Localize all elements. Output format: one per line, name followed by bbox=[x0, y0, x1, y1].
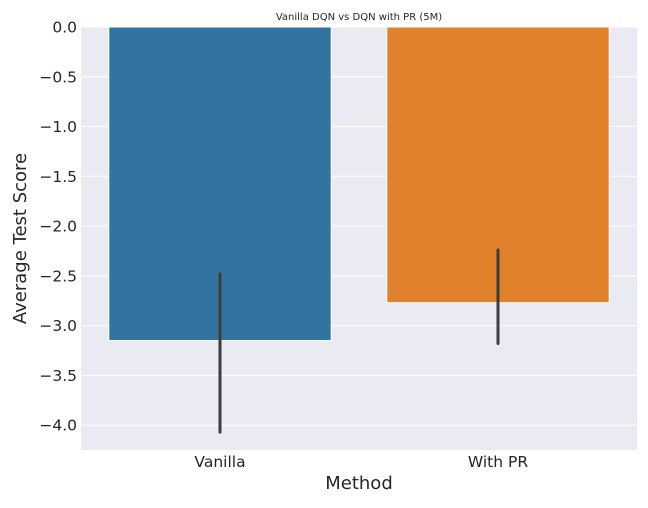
y-tick-labels: 0.0 −0.5 −1.0 −1.5 −2.0 −2.5 −3.0 −3.5 −4.0 bbox=[39, 19, 77, 435]
y-tick-label: −4.0 bbox=[39, 417, 77, 435]
error-bars bbox=[218, 248, 500, 434]
x-tick-labels: Vanilla With PR bbox=[194, 453, 528, 471]
y-tick-label: −1.0 bbox=[39, 118, 77, 136]
y-tick-label: −1.5 bbox=[39, 168, 77, 186]
chart-title: Vanilla DQN vs DQN with PR (5M) bbox=[276, 12, 442, 23]
x-tick-label: Vanilla bbox=[194, 453, 245, 471]
y-tick-label: −3.0 bbox=[39, 317, 77, 335]
x-axis-label: Method bbox=[325, 473, 393, 494]
y-tick-label: −0.5 bbox=[39, 68, 77, 86]
y-tick-label: −2.0 bbox=[39, 218, 77, 236]
y-tick-label: −3.5 bbox=[39, 367, 77, 385]
y-tick-label: −2.5 bbox=[39, 267, 77, 285]
y-tick-label: 0.0 bbox=[52, 19, 77, 37]
x-tick-label: With PR bbox=[468, 453, 528, 471]
y-axis-label: Average Test Score bbox=[10, 153, 31, 324]
